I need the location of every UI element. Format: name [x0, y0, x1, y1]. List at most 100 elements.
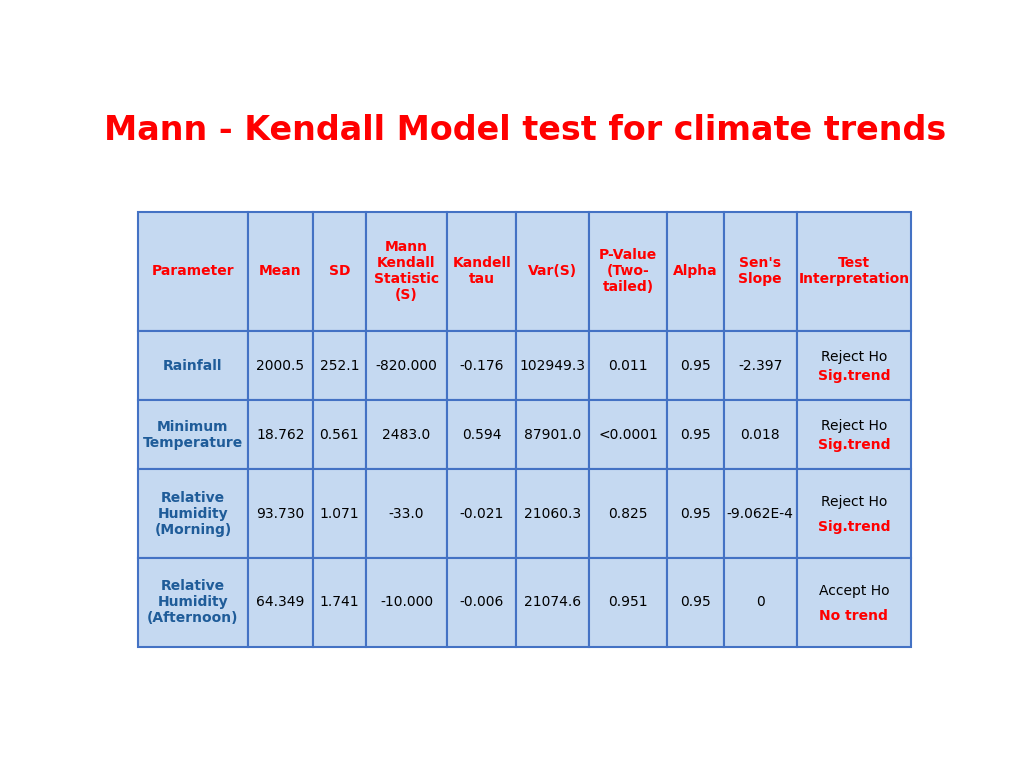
Text: 18.762: 18.762	[256, 428, 305, 442]
Bar	[248, 211, 313, 331]
Text: -0.176: -0.176	[460, 359, 504, 372]
Text: -10.000: -10.000	[380, 595, 433, 609]
Bar	[516, 331, 590, 400]
Text: 21074.6: 21074.6	[524, 595, 582, 609]
Text: Test
Interpretation: Test Interpretation	[799, 256, 909, 286]
Bar	[724, 558, 797, 647]
Text: 0.95: 0.95	[680, 595, 711, 609]
Text: 2000.5: 2000.5	[256, 359, 304, 372]
Bar	[590, 469, 667, 558]
Bar	[516, 400, 590, 469]
Bar	[313, 331, 366, 400]
Text: Mean: Mean	[259, 264, 302, 278]
Bar	[313, 558, 366, 647]
Bar	[667, 331, 724, 400]
Text: Reject Ho: Reject Ho	[820, 419, 887, 433]
Bar	[797, 400, 910, 469]
Text: 0.951: 0.951	[608, 595, 648, 609]
Bar	[724, 331, 797, 400]
Text: 0.018: 0.018	[740, 428, 780, 442]
Text: 87901.0: 87901.0	[524, 428, 582, 442]
Bar	[516, 558, 590, 647]
Bar	[138, 400, 248, 469]
Text: Kandell
tau: Kandell tau	[453, 256, 511, 286]
Bar	[590, 331, 667, 400]
Text: -0.021: -0.021	[460, 507, 504, 521]
Text: Reject Ho: Reject Ho	[820, 495, 887, 509]
Text: Parameter: Parameter	[152, 264, 234, 278]
Text: Alpha: Alpha	[673, 264, 718, 278]
Bar	[447, 400, 516, 469]
Text: Mann - Kendall Model test for climate trends: Mann - Kendall Model test for climate tr…	[103, 114, 946, 147]
Text: 0.95: 0.95	[680, 359, 711, 372]
Text: Relative
Humidity
(Afternoon): Relative Humidity (Afternoon)	[147, 579, 239, 625]
Bar	[724, 211, 797, 331]
Text: SD: SD	[329, 264, 350, 278]
Text: 2483.0: 2483.0	[382, 428, 431, 442]
Bar	[313, 469, 366, 558]
Text: -2.397: -2.397	[738, 359, 782, 372]
Bar	[248, 400, 313, 469]
Bar	[248, 469, 313, 558]
Bar	[590, 400, 667, 469]
Bar	[248, 331, 313, 400]
Bar	[590, 211, 667, 331]
Text: Accept Ho: Accept Ho	[818, 584, 889, 598]
Bar	[797, 211, 910, 331]
Bar	[366, 211, 447, 331]
Bar	[797, 469, 910, 558]
Text: 64.349: 64.349	[256, 595, 304, 609]
Text: Var(S): Var(S)	[528, 264, 578, 278]
Bar	[667, 400, 724, 469]
Text: P-Value
(Two-
tailed): P-Value (Two- tailed)	[599, 248, 657, 294]
Text: 21060.3: 21060.3	[524, 507, 582, 521]
Bar	[667, 558, 724, 647]
Bar	[516, 211, 590, 331]
Text: 102949.3: 102949.3	[520, 359, 586, 372]
Text: Reject Ho: Reject Ho	[820, 349, 887, 363]
Text: 93.730: 93.730	[256, 507, 304, 521]
Text: 0.011: 0.011	[608, 359, 648, 372]
Text: Mann
Kendall
Statistic
(S): Mann Kendall Statistic (S)	[374, 240, 439, 303]
Bar	[797, 331, 910, 400]
Text: 0.561: 0.561	[319, 428, 359, 442]
Bar	[447, 331, 516, 400]
Bar	[313, 400, 366, 469]
Bar	[366, 400, 447, 469]
Bar	[590, 558, 667, 647]
Text: Sig.trend: Sig.trend	[817, 439, 890, 452]
Bar	[447, 469, 516, 558]
Text: 1.741: 1.741	[319, 595, 359, 609]
Text: 0.95: 0.95	[680, 507, 711, 521]
Text: 0.825: 0.825	[608, 507, 648, 521]
Text: Sig.trend: Sig.trend	[817, 369, 890, 383]
Text: -33.0: -33.0	[389, 507, 424, 521]
Text: Rainfall: Rainfall	[163, 359, 223, 372]
Text: No trend: No trend	[819, 608, 888, 623]
Text: Relative
Humidity
(Morning): Relative Humidity (Morning)	[155, 491, 231, 537]
Bar	[248, 558, 313, 647]
Bar	[724, 469, 797, 558]
Bar	[516, 469, 590, 558]
Bar	[724, 400, 797, 469]
Bar	[138, 211, 248, 331]
Text: 0.95: 0.95	[680, 428, 711, 442]
Bar	[797, 558, 910, 647]
Text: -0.006: -0.006	[460, 595, 504, 609]
Text: Sig.trend: Sig.trend	[817, 520, 890, 534]
Bar	[366, 558, 447, 647]
Text: -9.062E-4: -9.062E-4	[727, 507, 794, 521]
Bar	[138, 558, 248, 647]
Text: 0: 0	[756, 595, 765, 609]
Bar	[138, 331, 248, 400]
Text: Minimum
Temperature: Minimum Temperature	[143, 419, 243, 450]
Text: 252.1: 252.1	[319, 359, 359, 372]
Bar	[447, 211, 516, 331]
Bar	[366, 469, 447, 558]
Text: <0.0001: <0.0001	[598, 428, 658, 442]
Bar	[313, 211, 366, 331]
Bar	[138, 469, 248, 558]
Text: Sen's
Slope: Sen's Slope	[738, 256, 782, 286]
Text: 0.594: 0.594	[462, 428, 502, 442]
Bar	[366, 331, 447, 400]
